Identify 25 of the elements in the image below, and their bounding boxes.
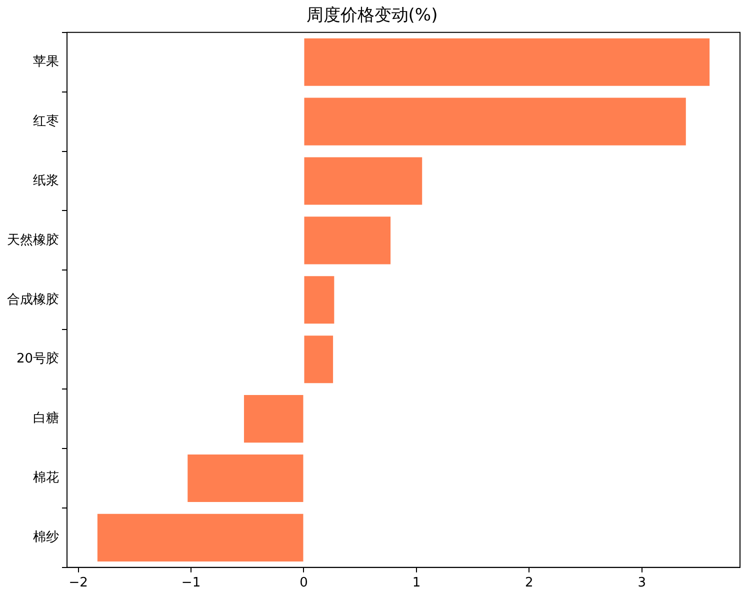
y-tick-label: 苹果 (33, 54, 59, 70)
bar (304, 38, 710, 86)
y-tick-label: 天然橡胶 (7, 232, 59, 248)
bar (188, 454, 304, 502)
bar (304, 336, 334, 384)
y-tick-label: 20号胶 (16, 352, 59, 367)
y-tick-label: 红枣 (33, 114, 59, 129)
x-tick-label: 1 (412, 576, 421, 591)
y-tick-label: 纸浆 (33, 173, 59, 188)
x-tick-label: 3 (638, 576, 646, 591)
bar (304, 157, 422, 205)
chart-title: 周度价格变动(%) (306, 6, 438, 26)
x-tick-label: −1 (181, 576, 201, 591)
bar (244, 395, 304, 443)
bar (304, 98, 686, 146)
y-tick-label: 棉纱 (33, 530, 59, 546)
y-tick-label: 合成橡胶 (7, 292, 59, 308)
x-tick-label: 2 (525, 576, 534, 591)
bar (304, 276, 334, 324)
y-tick-label: 棉花 (33, 470, 59, 486)
bar (304, 216, 391, 264)
bar (97, 514, 304, 562)
x-tick-label: −2 (68, 576, 88, 591)
x-tick-label: 0 (300, 576, 308, 591)
y-tick-label: 白糖 (33, 411, 59, 426)
